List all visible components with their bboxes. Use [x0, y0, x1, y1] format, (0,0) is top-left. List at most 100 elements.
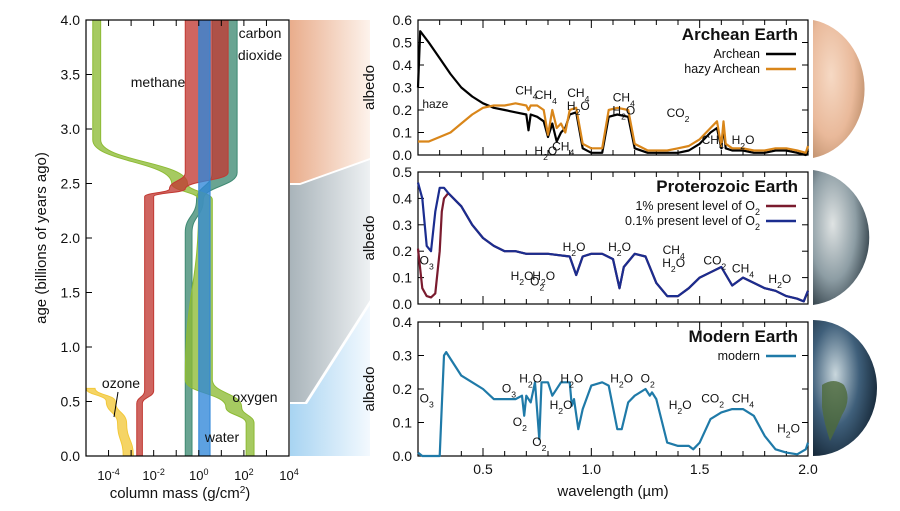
text-part: O: [676, 256, 685, 270]
absorption-label: CH4: [515, 83, 537, 101]
label-ozone: ozone: [102, 375, 140, 391]
era-connectors: [290, 20, 370, 456]
text-part: CH: [732, 391, 749, 405]
text-part: CH: [552, 140, 569, 154]
text-part: H: [560, 371, 569, 385]
absorption-label: O2: [532, 435, 546, 453]
tick-exponent: -4: [112, 467, 120, 477]
y-tick-label: 0.2: [393, 102, 413, 118]
text-part: CO: [703, 253, 721, 267]
subscript: 2: [719, 399, 724, 409]
subscript: 2: [650, 379, 655, 389]
planet-images: [813, 20, 877, 456]
y-tick-label: 0.4: [393, 190, 413, 206]
subscript: 2: [621, 112, 626, 122]
subscript: 2: [721, 261, 726, 271]
text-part: CH: [663, 243, 680, 257]
text-part: CH: [567, 86, 584, 100]
text-part: H: [732, 133, 741, 147]
text-part: present level of O: [654, 199, 756, 213]
label-carbon-dioxide: carbon: [239, 25, 282, 41]
absorption-label: CH4: [732, 391, 754, 409]
text-part: O: [420, 391, 429, 405]
absorption-label: haze: [422, 97, 448, 111]
absorption-label: CO2: [701, 391, 724, 409]
tick-base: 10: [142, 468, 156, 483]
absorption-label: CO2: [703, 253, 726, 271]
absorption-label: H2O: [768, 272, 791, 290]
text-part: O: [548, 144, 557, 158]
text-part: H: [534, 144, 543, 158]
legend-label: Archean: [713, 47, 760, 61]
subscript: 4: [719, 141, 724, 151]
proterozoic-title: Proterozoic Earth: [656, 177, 798, 196]
text-part: O: [574, 371, 583, 385]
text-part: O: [626, 104, 635, 118]
y-tick-label: 3.0: [61, 121, 81, 137]
y-tick-label: 0.6: [393, 12, 413, 28]
x-tick-label: 10-4: [97, 467, 119, 483]
subscript: 2: [519, 277, 524, 287]
text-part: CO: [667, 106, 685, 120]
y-tick-label: 2.5: [61, 176, 81, 192]
text-part: H: [567, 99, 576, 113]
y-tick-label: 0.0: [393, 448, 413, 464]
series-line-archean: [416, 30, 809, 157]
x-tick-label: 2.0: [798, 461, 818, 477]
absorption-label: CH4: [702, 133, 724, 151]
connector-proterozoic: [290, 160, 370, 402]
text-part: O: [513, 415, 522, 429]
y-tick-label: 0.2: [393, 243, 413, 259]
text-part: O: [420, 253, 429, 267]
connector-modern: [290, 305, 370, 456]
tick-exponent: -2: [157, 467, 165, 477]
text-part: Archean: [713, 47, 760, 61]
tick-exponent: 0: [204, 467, 209, 477]
subscript: 2: [777, 280, 782, 290]
y-tick-label: 0.5: [61, 394, 81, 410]
absorption-label: CH4: [552, 140, 574, 158]
absorption-label: H2O: [560, 371, 583, 389]
absorption-label: H2O: [550, 398, 573, 416]
text-part: CH: [732, 261, 749, 275]
label-methane: methane: [131, 74, 186, 90]
absorption-label: CH4: [663, 243, 685, 261]
text-part: CH: [515, 83, 532, 97]
text-part: H: [550, 398, 559, 412]
label-oxygen: oxygen: [232, 389, 277, 405]
text-part: O: [791, 422, 800, 436]
absorption-label: H2O: [567, 99, 590, 117]
text-part: CO: [701, 391, 719, 405]
text-part: modern: [718, 349, 760, 363]
legend-label: 1% present level of O2: [635, 199, 760, 217]
y-tick-label: 0.0: [393, 296, 413, 312]
subscript: 2: [617, 248, 622, 258]
text-part: H: [519, 371, 528, 385]
subscript: 2: [522, 423, 527, 433]
text-part: O: [563, 398, 572, 412]
absorption-label: CH4: [535, 88, 557, 106]
text-part: O: [533, 371, 542, 385]
subscript: 4: [680, 251, 685, 261]
absorption-label: O3: [420, 391, 434, 409]
x-tick-label: 10-2: [142, 467, 164, 483]
subscript: 4: [585, 94, 590, 104]
absorption-label: CH4: [567, 86, 589, 104]
text-part: O: [745, 133, 754, 147]
subscript: 2: [740, 141, 745, 151]
series-line-modern: [417, 351, 810, 458]
subscript: 3: [511, 389, 516, 399]
subscript: 2: [569, 379, 574, 389]
y-tick-label: 0.0: [393, 147, 413, 163]
modern-ylabel: albedo: [361, 366, 378, 411]
legend-label: 0.1% present level of O2: [625, 214, 760, 232]
subscript: 4: [749, 399, 754, 409]
absorption-label: H2O: [608, 240, 631, 258]
series-line-0-1-present-level-of-o2: [416, 182, 810, 303]
text-part: O: [622, 240, 631, 254]
subscript: 2: [619, 379, 624, 389]
absorption-label: H2O: [519, 371, 542, 389]
y-tick-label: 0.0: [61, 448, 81, 464]
subscript: 4: [533, 91, 538, 101]
